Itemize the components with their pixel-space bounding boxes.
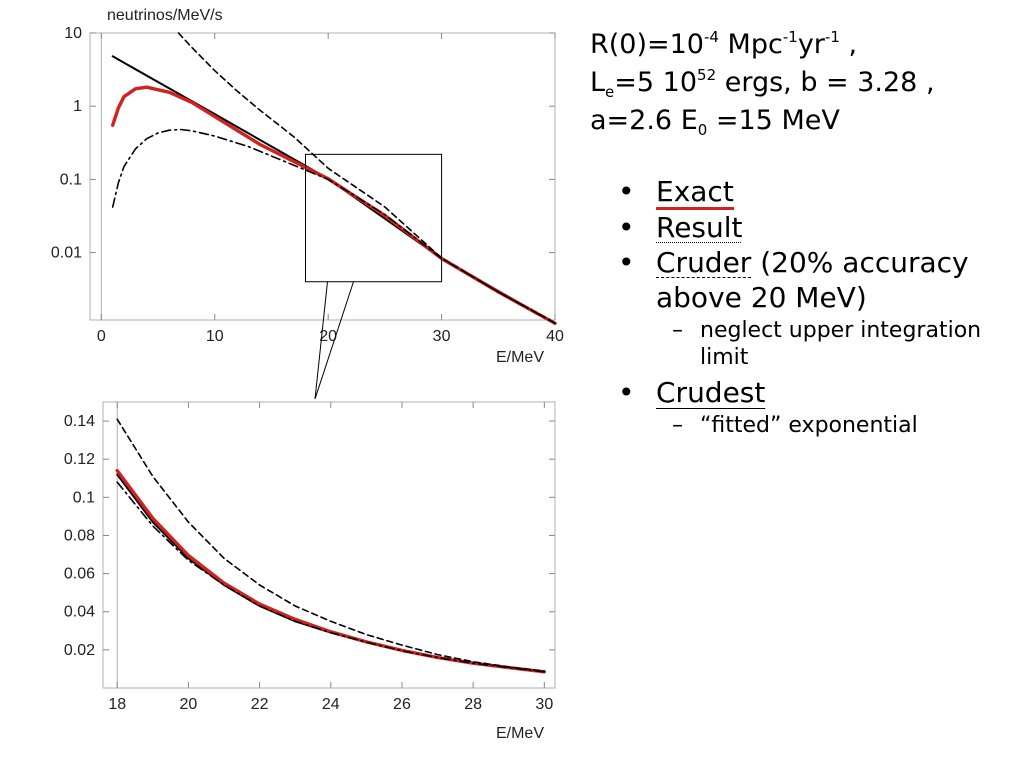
series-line-dash-dot <box>111 128 556 325</box>
series-line-solid-red <box>110 85 557 325</box>
x-tick-label: 26 <box>393 696 411 713</box>
y-tick-label: 10 <box>64 25 82 42</box>
zoom-box <box>304 153 443 283</box>
y-tick-label: 0.08 <box>64 527 95 544</box>
x-tick-label: 18 <box>108 696 126 713</box>
parameter-text: R(0)=10-4 Mpc-1yr-1 , Le=5 1052 ergs, b … <box>590 26 1020 140</box>
bullet-result: • Result <box>618 210 1018 245</box>
sub-bullet-text: neglect upper integration limit <box>700 318 982 370</box>
plot-frame <box>89 32 556 321</box>
y-tick-label: 0.1 <box>60 171 82 188</box>
chart-panel-1: 0 10 20 30 40 10 1 0.1 0.01 E/MeV neutrinos/MeV/s <box>51 7 564 400</box>
y-tick-label: 1 <box>73 98 82 115</box>
x-tick-label: 40 <box>546 328 564 345</box>
sub-bullet-fitted: – “fitted” exponential <box>618 412 1018 439</box>
sub-bullet-dash-icon: – <box>672 318 683 343</box>
plot-frame <box>102 401 556 689</box>
x-tick-label: 28 <box>464 696 482 713</box>
bullet-label-cruder: Cruder <box>656 246 752 279</box>
series-line-dashed <box>177 32 556 324</box>
y-tick-label: 0.06 <box>64 566 95 583</box>
bullet-label-crudest: Crudest <box>656 376 766 409</box>
x-tick-label: 30 <box>535 696 553 713</box>
chart-panel-2: 18 20 22 24 26 28 30 0.14 0.12 0.1 0.08 0.06 0.04 0.0… <box>64 401 556 742</box>
bullet-crudest: • Crudest <box>618 375 1018 410</box>
bullet-label-result: Result <box>656 211 743 244</box>
legend-bullet-list: • Exact • Result • Cruder (20% accuracy … <box>618 174 1018 443</box>
x-tick-label: 20 <box>180 696 198 713</box>
param-line-2: Le=5 1052 ergs, b = 3.28 , <box>590 66 935 101</box>
zoom-callout-line <box>314 281 354 400</box>
x-tick-label: 22 <box>251 696 269 713</box>
series-line-dash-dot <box>116 481 546 673</box>
bullet-dot-icon: • <box>618 376 635 409</box>
bullet-cruder: • Cruder (20% accuracy above 20 MeV) <box>618 245 1018 315</box>
y-tick-label: 0.01 <box>51 245 82 262</box>
bullet-text-cruder: (20% accuracy above 20 MeV) <box>656 246 969 314</box>
bullet-label-exact: Exact <box>656 175 734 210</box>
sub-bullet-text: “fitted” exponential <box>700 413 918 438</box>
bullet-exact: • Exact <box>618 174 1018 210</box>
x-tick-label: 30 <box>433 328 451 345</box>
x-tick-label: 20 <box>319 328 337 345</box>
series-line-solid-red <box>115 468 546 674</box>
charts-area: 0 10 20 30 40 10 1 0.1 0.01 E/MeV neutrinos/MeV/s 1… <box>51 7 564 742</box>
bullet-dot-icon: • <box>618 175 635 208</box>
param-line-3: a=2.6 E0 =15 MeV <box>590 105 840 139</box>
x-axis-label: E/MeV <box>496 349 544 366</box>
sub-bullet-neglect: – neglect upper integration limit <box>618 317 1018 371</box>
y-tick-label: 0.1 <box>73 489 95 506</box>
param-line-1: R(0)=10-4 Mpc-1yr-1 , <box>590 28 858 60</box>
x-tick-label: 0 <box>97 328 106 345</box>
y-tick-label: 0.04 <box>64 604 95 621</box>
bullet-dot-icon: • <box>618 211 635 244</box>
y-tick-label: 0.12 <box>64 451 95 468</box>
series-line-solid-black <box>116 473 546 673</box>
x-tick-label: 24 <box>322 696 340 713</box>
sub-bullet-dash-icon: – <box>672 413 683 438</box>
y-axis-label: neutrinos/MeV/s <box>107 7 223 24</box>
x-tick-label: 10 <box>206 328 224 345</box>
x-axis-label: E/MeV <box>496 725 544 742</box>
y-tick-label: 0.14 <box>64 413 95 430</box>
bullet-dot-icon: • <box>618 246 635 279</box>
series-line-dashed <box>116 418 546 673</box>
zoom-callout-line <box>314 281 328 400</box>
y-tick-label: 0.02 <box>64 642 95 659</box>
